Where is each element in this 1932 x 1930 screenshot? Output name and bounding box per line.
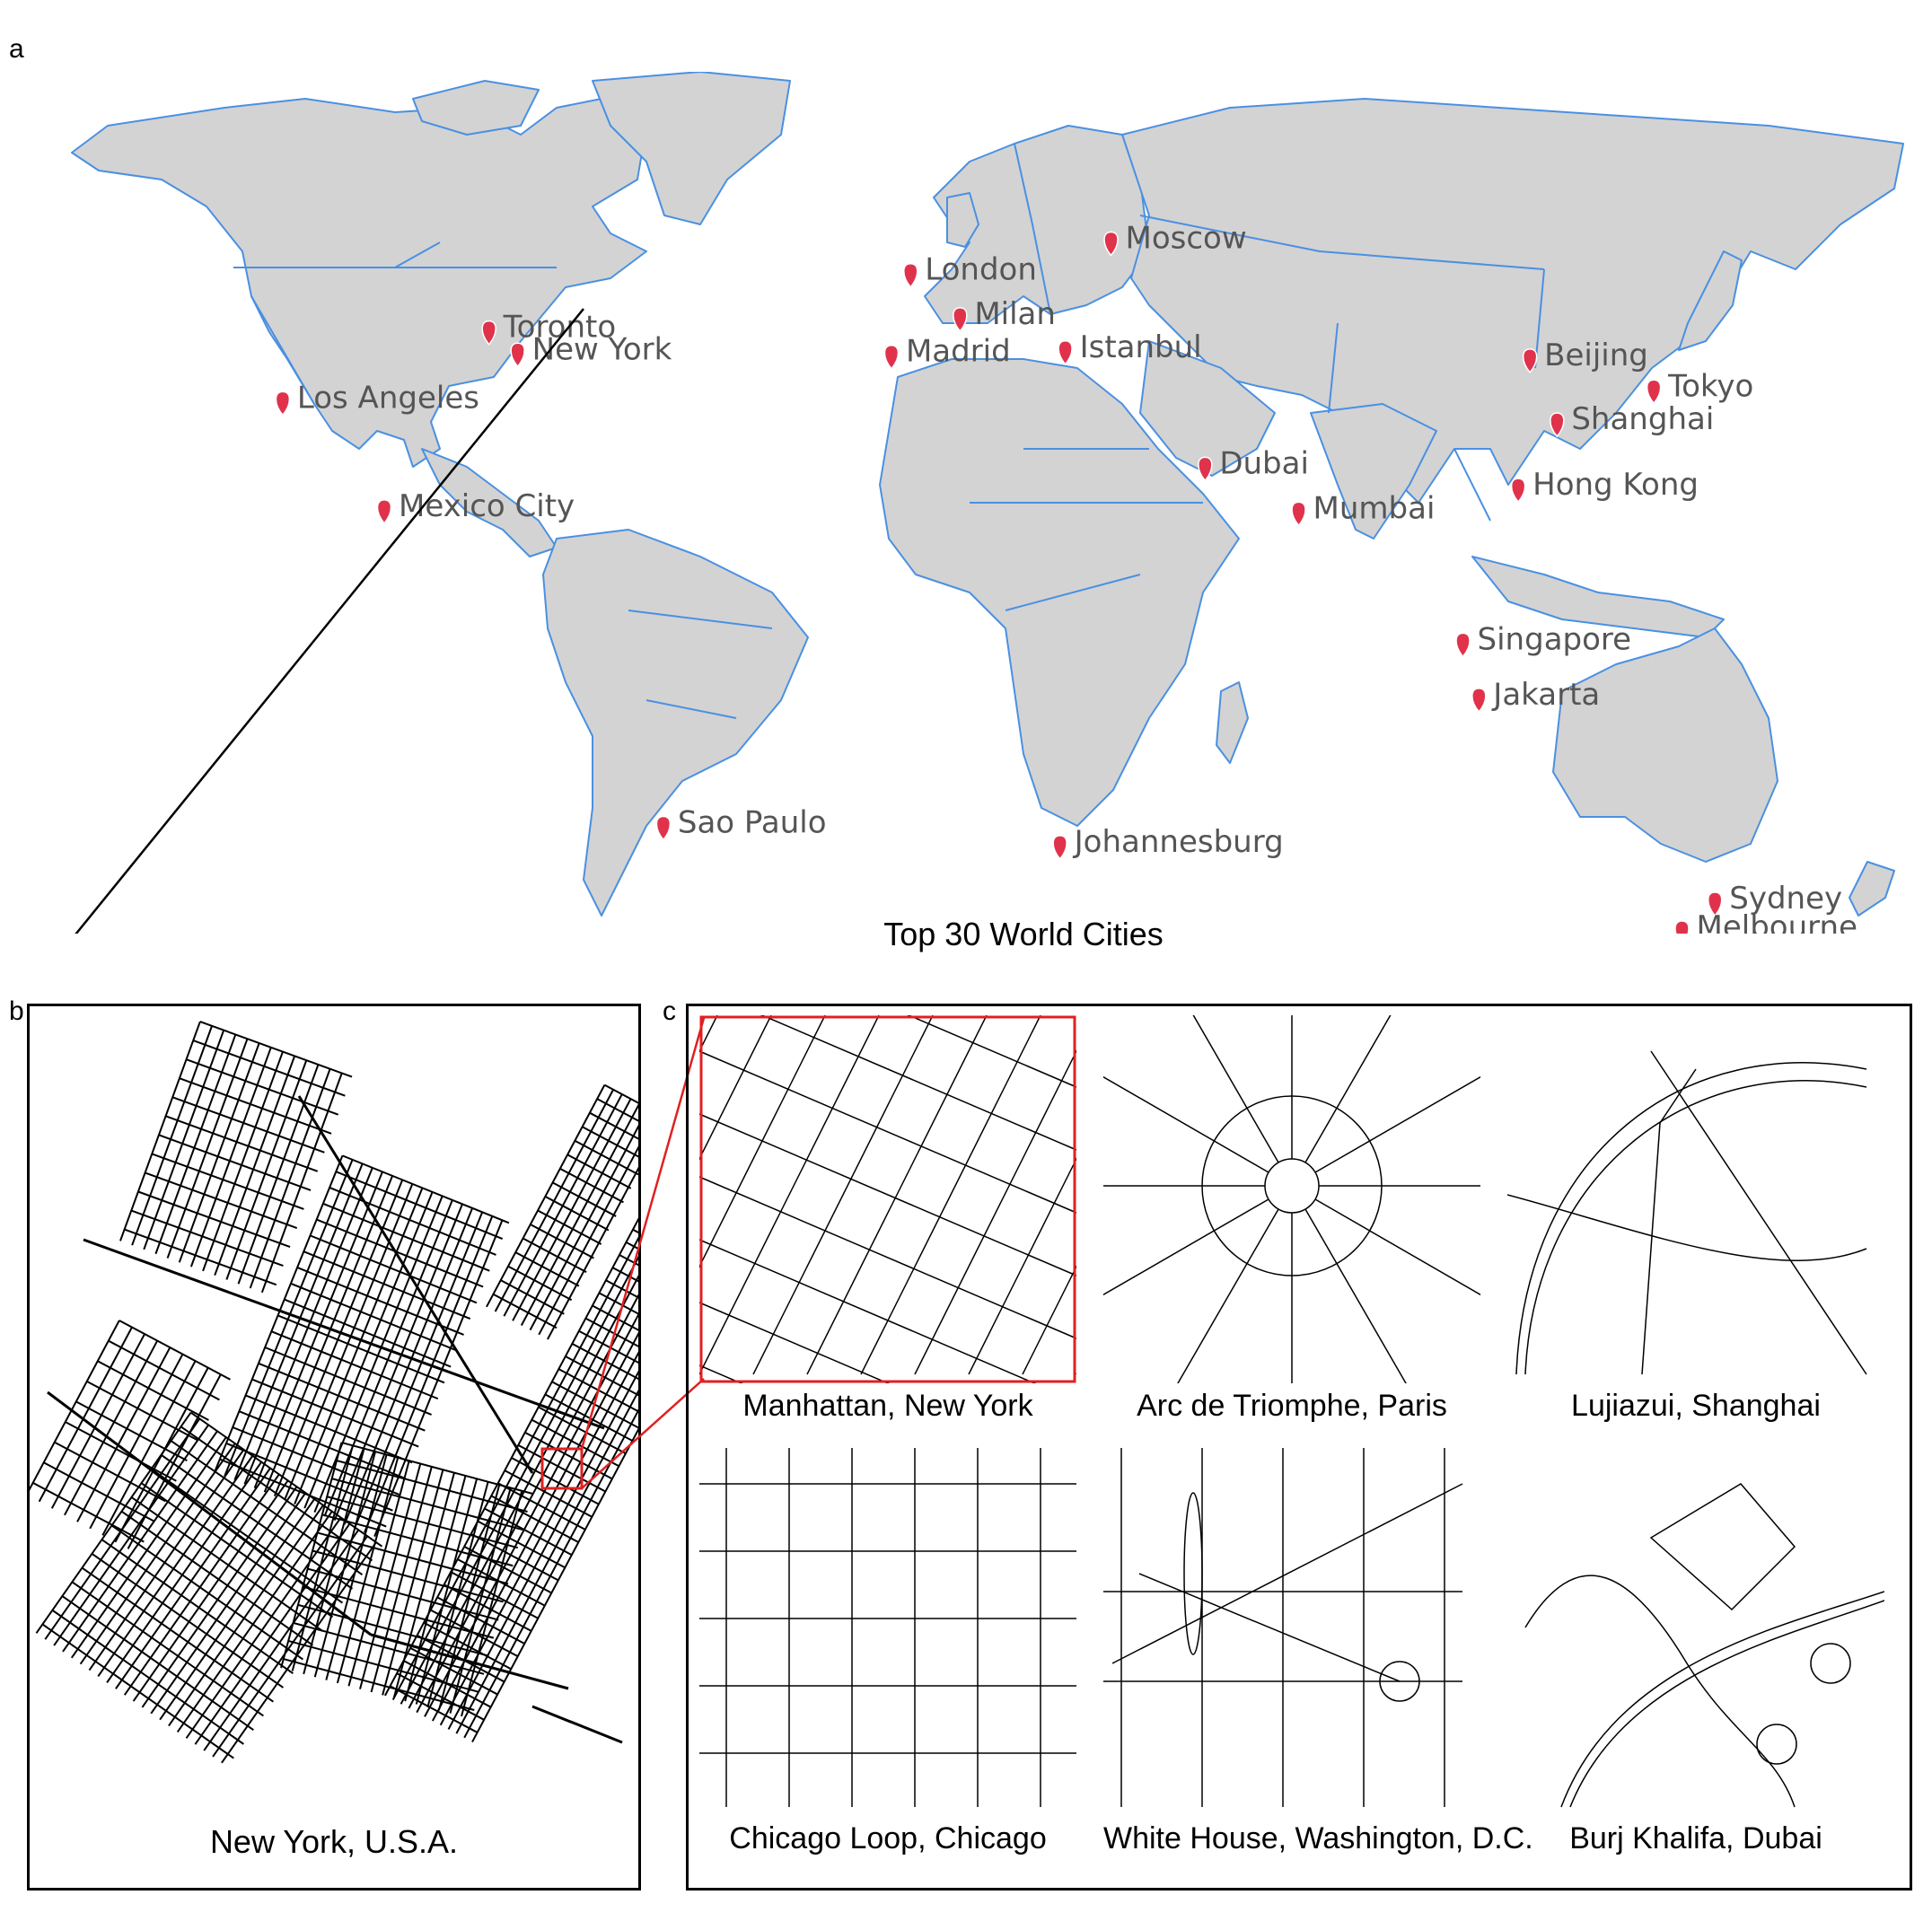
city-marker-jakarta[interactable]: Jakarta	[1471, 677, 1600, 714]
madagascar	[1216, 681, 1249, 764]
city-marker-mumbai[interactable]: Mumbai	[1291, 490, 1436, 527]
city-marker-sao-paulo[interactable]: Sao Paulo	[655, 805, 827, 841]
australia	[1552, 627, 1778, 863]
city-label: Moscow	[1126, 220, 1247, 256]
city-label: Shanghai	[1571, 401, 1714, 437]
panel-letter-a: a	[9, 34, 24, 64]
zoom-line-new-york	[75, 308, 584, 934]
city-marker-melbourne[interactable]: Melbourne	[1674, 909, 1857, 934]
south-america	[542, 529, 809, 917]
japan	[1678, 250, 1743, 351]
city-marker-mexico-city[interactable]: Mexico City	[376, 488, 575, 525]
great-britain	[946, 192, 979, 248]
city-marker-new-york[interactable]: New York	[510, 331, 672, 368]
world-map-caption: Top 30 World Cities	[883, 916, 1164, 952]
new-zealand	[1849, 861, 1895, 917]
city-label: Singapore	[1478, 621, 1632, 657]
africa	[879, 358, 1240, 827]
districts-panel: Manhattan, New York Arc de Triomphe, Pari…	[686, 1004, 1912, 1891]
new-york-panel: New York, U.S.A.	[27, 1004, 641, 1891]
city-marker-moscow[interactable]: Moscow	[1103, 220, 1247, 257]
highlight-frame	[699, 1015, 1076, 1383]
district-caption: Manhattan, New York	[742, 1389, 1033, 1423]
city-label: Mexico City	[399, 488, 575, 524]
greenland	[592, 72, 791, 225]
district-street-network	[1103, 1448, 1463, 1807]
city-label: Madrid	[906, 334, 1011, 370]
city-label: London	[925, 252, 1037, 288]
city-marker-hong-kong[interactable]: Hong Kong	[1510, 467, 1699, 504]
district-tile-arc-de-triomphe: Arc de Triomphe, Paris	[1103, 1015, 1480, 1437]
city-label: Melbourne	[1697, 909, 1857, 934]
central-america	[421, 448, 558, 557]
city-label: Mumbai	[1313, 490, 1436, 526]
district-street-network	[1103, 1015, 1480, 1383]
new-york-caption: New York, U.S.A.	[209, 1823, 459, 1860]
district-tile-white-house: White House, Washington, D.C.	[1103, 1448, 1533, 1870]
new-york-street-network	[30, 1021, 638, 1764]
city-marker-milan[interactable]: Milan	[953, 296, 1056, 333]
city-label: Los Angeles	[297, 380, 479, 416]
indian-subcontinent	[1310, 403, 1437, 540]
city-marker-istanbul[interactable]: Istanbul	[1058, 329, 1202, 365]
district-street-network	[699, 1015, 1076, 1383]
district-caption: Arc de Triomphe, Paris	[1137, 1389, 1447, 1423]
country-borders	[233, 143, 1545, 719]
district-street-network	[699, 1448, 1076, 1807]
city-label: Sao Paulo	[678, 805, 827, 841]
city-label: Jakarta	[1491, 677, 1600, 713]
panel-letter-b: b	[9, 996, 24, 1026]
city-label: Sydney	[1729, 881, 1842, 917]
city-label: Milan	[974, 296, 1056, 332]
city-marker-shanghai[interactable]: Shanghai	[1550, 401, 1714, 438]
city-marker-johannesburg[interactable]: Johannesburg	[1052, 824, 1284, 861]
arctic-islands	[412, 80, 540, 136]
city-label: Johannesburg	[1073, 824, 1284, 860]
district-street-network	[1507, 1050, 1867, 1375]
city-label: Tokyo	[1667, 368, 1753, 404]
city-marker-dubai[interactable]: Dubai	[1198, 445, 1309, 482]
city-marker-los-angeles[interactable]: Los Angeles	[275, 380, 479, 417]
city-marker-sydney[interactable]: Sydney	[1707, 881, 1842, 917]
city-marker-madrid[interactable]: Madrid	[883, 334, 1011, 370]
city-marker-singapore[interactable]: Singapore	[1455, 621, 1632, 658]
street-lines	[30, 1021, 638, 1764]
district-tile-lujiazui: Lujiazui, Shanghai	[1507, 1015, 1884, 1437]
land-masses	[71, 72, 1904, 917]
district-caption: Lujiazui, Shanghai	[1571, 1389, 1821, 1423]
district-caption: Chicago Loop, Chicago	[729, 1821, 1047, 1855]
district-tile-chicago-loop: Chicago Loop, Chicago	[699, 1448, 1076, 1870]
europe	[924, 125, 1150, 324]
panel-letter-c: c	[663, 996, 676, 1026]
city-label: New York	[532, 331, 672, 367]
city-marker-london[interactable]: London	[903, 252, 1037, 288]
city-label: Hong Kong	[1532, 467, 1699, 503]
city-label: Dubai	[1219, 445, 1309, 481]
city-marker-beijing[interactable]: Beijing	[1522, 338, 1648, 373]
district-street-network	[1524, 1483, 1884, 1808]
city-marker-tokyo[interactable]: Tokyo	[1646, 368, 1754, 405]
city-label: Istanbul	[1080, 329, 1202, 365]
district-caption: White House, Washington, D.C.	[1103, 1821, 1533, 1855]
city-label: Beijing	[1544, 338, 1648, 373]
district-tile-burj-khalifa: Burj Khalifa, Dubai	[1507, 1448, 1884, 1870]
north-america	[71, 98, 647, 468]
arabian-peninsula	[1139, 340, 1276, 477]
district-tile-manhattan: Manhattan, New York	[699, 1015, 1076, 1437]
district-caption: Burj Khalifa, Dubai	[1569, 1821, 1822, 1855]
